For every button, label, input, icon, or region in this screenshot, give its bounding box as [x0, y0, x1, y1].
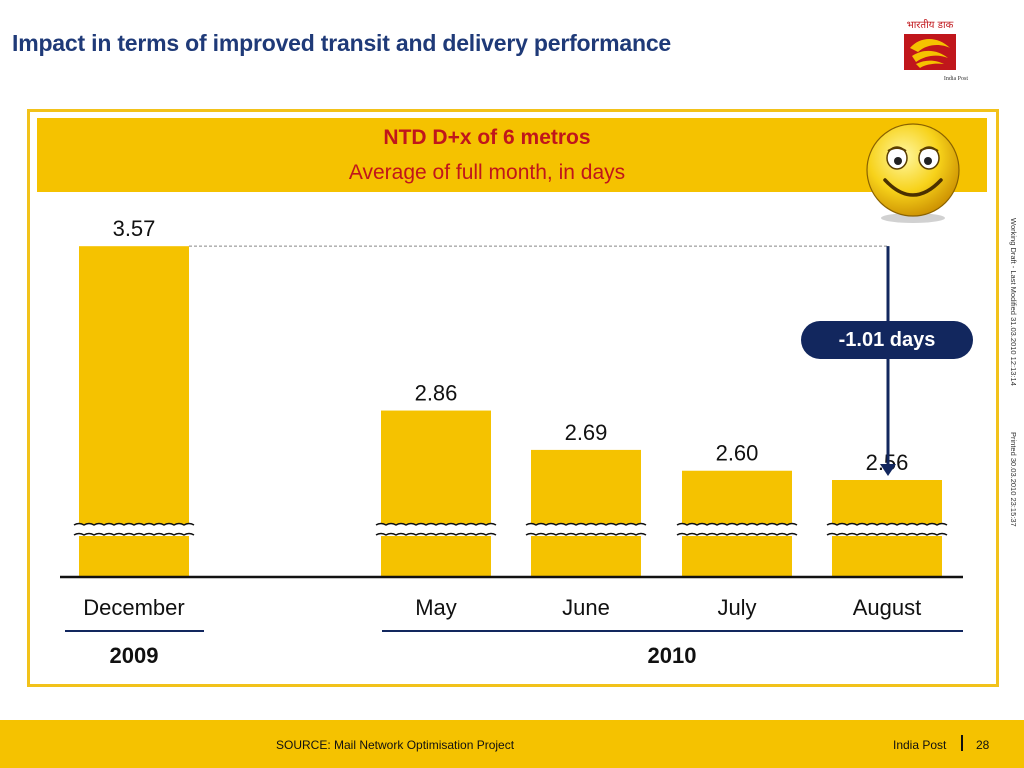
- svg-text:भारतीय डाक: भारतीय डाक: [907, 19, 954, 31]
- bar-may: [381, 410, 491, 577]
- bar-december: [79, 246, 189, 577]
- year-label: 2010: [648, 643, 697, 668]
- axis-break: [827, 524, 947, 536]
- axis-break-line: [826, 522, 948, 526]
- footer-band: [0, 720, 1024, 768]
- source-note: SOURCE: Mail Network Optimisation Projec…: [276, 738, 515, 752]
- reduction-badge: -1.01 days: [801, 321, 973, 359]
- category-label: May: [415, 595, 457, 620]
- category-label: August: [853, 595, 922, 620]
- axis-break-line: [73, 522, 195, 526]
- footer-separator: [961, 735, 963, 751]
- data-label: 2.69: [565, 420, 608, 445]
- axis-break-line: [525, 532, 647, 536]
- footer-org: India Post: [893, 738, 947, 752]
- draft-note: Working Draft - Last Modified 31.03.2010…: [1009, 218, 1018, 386]
- axis-break-line: [375, 532, 497, 536]
- page-number: 28: [976, 738, 990, 752]
- category-label: July: [717, 595, 756, 620]
- axis-break: [74, 524, 194, 536]
- chart-subtitle: Average of full month, in days: [348, 161, 626, 184]
- data-label: 3.57: [113, 216, 156, 241]
- svg-text:India Post: India Post: [944, 76, 969, 82]
- axis-break-line: [676, 532, 798, 536]
- india-post-logo: भारतीय डाक India Post: [904, 19, 969, 82]
- data-label: 2.60: [716, 441, 759, 466]
- bar-june: [531, 449, 641, 577]
- axis-break-line: [375, 522, 497, 526]
- slide-title: Impact in terms of improved transit and …: [12, 30, 672, 56]
- category-label: June: [562, 595, 610, 620]
- axis-break: [677, 524, 797, 536]
- reduction-arrowhead: [880, 464, 896, 476]
- axis-break: [376, 524, 496, 536]
- year-label: 2009: [110, 643, 159, 668]
- axis-break: [526, 524, 646, 536]
- axis-break-line: [525, 522, 647, 526]
- printed-note: Printed 30.03.2010 23:15:37: [1009, 432, 1018, 527]
- axis-break-line: [826, 532, 948, 536]
- axis-break-line: [73, 532, 195, 536]
- data-label: 2.86: [415, 381, 458, 406]
- axis-break-line: [676, 522, 798, 526]
- category-label: December: [83, 595, 184, 620]
- smiley-icon: [866, 123, 960, 223]
- chart-header-band: [37, 118, 987, 192]
- chart-title: NTD D+x of 6 metros: [383, 126, 591, 149]
